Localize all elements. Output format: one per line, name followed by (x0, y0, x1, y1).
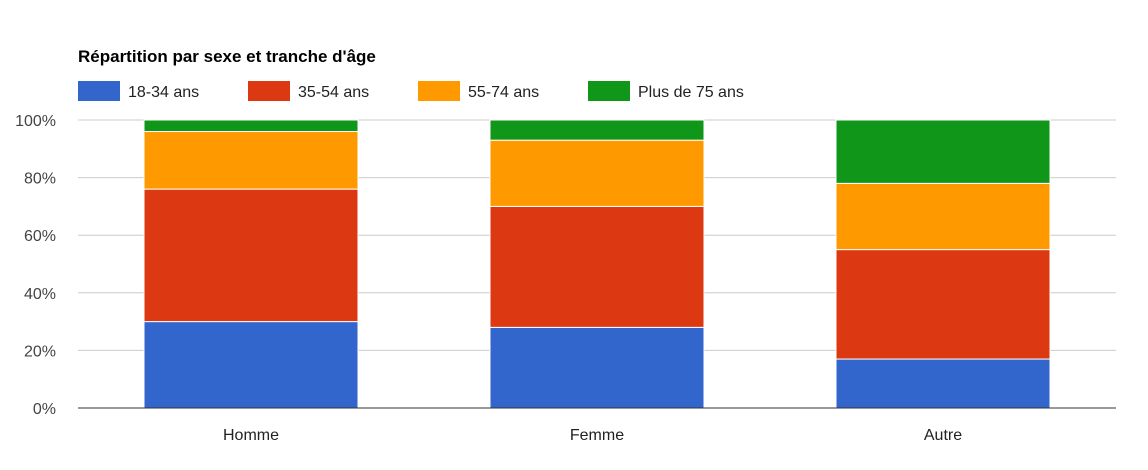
bar-homme-segment-1[interactable] (143, 188, 359, 323)
legend-label-55-74: 55-74 ans (468, 84, 539, 101)
bar-femme-segment-0[interactable] (489, 326, 705, 409)
bar-femme-segment-3[interactable] (489, 119, 705, 141)
bar-homme-segment-3[interactable] (143, 119, 359, 133)
chart-title: Répartition par sexe et tranche d'âge (78, 47, 376, 66)
x-category-label-autre: Autre (924, 427, 962, 444)
y-tick-label-0: 0% (33, 401, 56, 418)
x-axis-categories: Homme Femme Autre (223, 427, 962, 444)
bar-homme-segment-2[interactable] (143, 131, 359, 190)
bar-autre-segment-2[interactable] (835, 182, 1051, 251)
x-category-label-homme: Homme (223, 427, 279, 444)
bar-autre-segment-3[interactable] (835, 119, 1051, 184)
legend-swatch-35-54 (248, 81, 290, 101)
y-tick-label-4: 80% (24, 171, 56, 188)
x-category-label-femme: Femme (570, 427, 624, 444)
legend-label-18-34: 18-34 ans (128, 84, 199, 101)
bar-homme-segment-0[interactable] (143, 321, 359, 409)
legend: 18-34 ans 35-54 ans 55-74 ans Plus de 75… (78, 81, 744, 101)
bar-femme-segment-2[interactable] (489, 139, 705, 207)
y-tick-label-1: 20% (24, 343, 56, 360)
y-tick-label-3: 60% (24, 228, 56, 245)
legend-label-35-54: 35-54 ans (298, 84, 369, 101)
legend-swatch-55-74 (418, 81, 460, 101)
bar-femme-segment-1[interactable] (489, 205, 705, 328)
y-tick-label-5: 100% (15, 113, 56, 130)
y-tick-label-2: 40% (24, 286, 56, 303)
legend-swatch-18-34 (78, 81, 120, 101)
bar-autre-segment-1[interactable] (835, 249, 1051, 360)
bars (143, 119, 1051, 409)
legend-label-75-plus: Plus de 75 ans (638, 84, 744, 101)
y-axis-ticks: 0% 20% 40% 60% 80% 100% (15, 113, 56, 418)
legend-swatch-75-plus (588, 81, 630, 101)
bar-autre-segment-0[interactable] (835, 358, 1051, 409)
